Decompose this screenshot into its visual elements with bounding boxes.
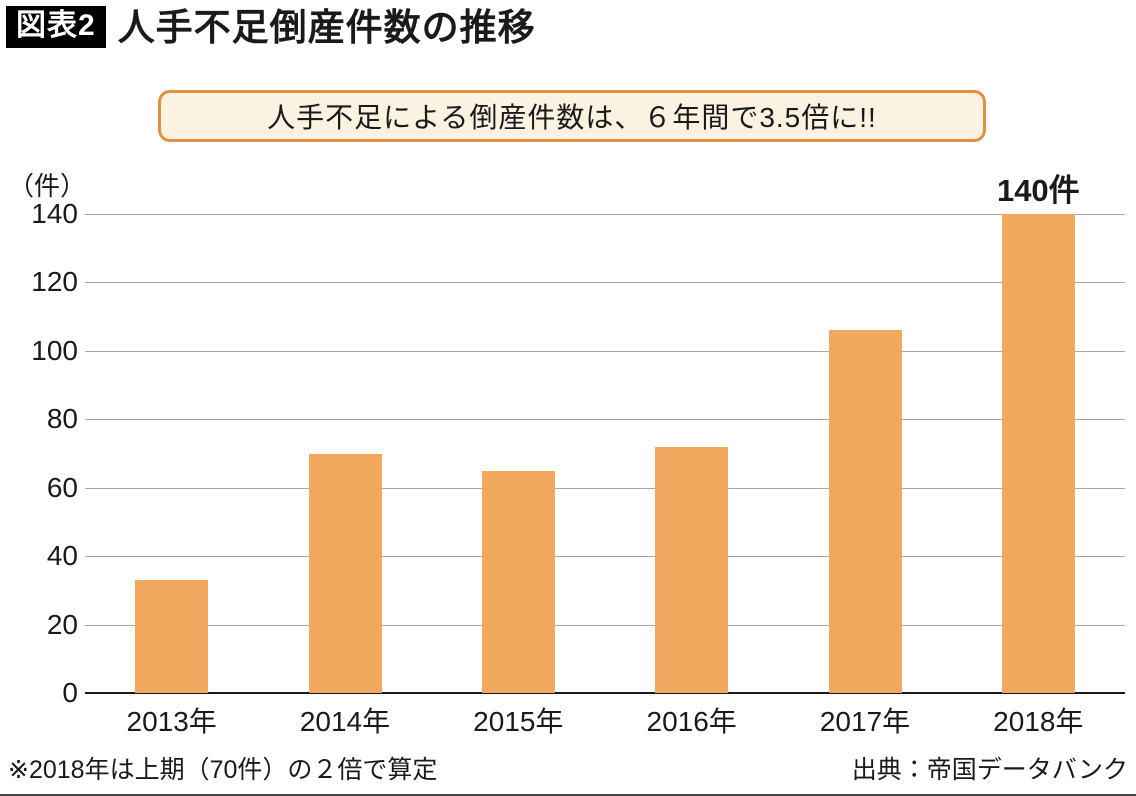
x-tick-label: 2015年 bbox=[473, 706, 564, 737]
y-tick-label: 60 bbox=[46, 471, 78, 503]
gridline bbox=[85, 282, 1125, 284]
bar-2013年 bbox=[135, 580, 209, 693]
y-tick-label: 20 bbox=[46, 608, 78, 640]
y-tick-label: 80 bbox=[46, 403, 78, 435]
footnote: ※2018年は上期（70件）の２倍で算定 bbox=[8, 756, 438, 784]
source-credit: 出典：帝国データバンク bbox=[851, 756, 1128, 784]
y-tick-label: 120 bbox=[31, 266, 78, 298]
x-tick-label: 2017年 bbox=[819, 706, 911, 737]
x-tick-label: 2016年 bbox=[646, 706, 737, 737]
callout-banner: 人手不足による倒産件数は、６年間で3.5倍に!! bbox=[158, 90, 986, 142]
bottom-border bbox=[0, 794, 1136, 796]
figure-footer: ※2018年は上期（70件）の２倍で算定 出典：帝国データバンク bbox=[8, 750, 1128, 786]
gridline bbox=[85, 487, 1125, 489]
y-tick-label: 0 bbox=[62, 677, 78, 708]
gridline bbox=[85, 624, 1125, 626]
y-axis-unit-label: （件） bbox=[8, 171, 87, 201]
figure-badge: 図表2 bbox=[6, 6, 106, 48]
x-tick-label: 2013年 bbox=[126, 706, 217, 737]
y-tick-label: 40 bbox=[46, 540, 78, 572]
gridline bbox=[85, 214, 1125, 215]
bar-2018年 bbox=[1001, 214, 1075, 693]
bar-value-label: 140件 bbox=[996, 173, 1080, 208]
callout-text: 人手不足による倒産件数は、６年間で3.5倍に!! bbox=[267, 102, 877, 133]
figure-header: 図表2 人手不足倒産件数の推移 bbox=[6, 6, 536, 48]
gridline bbox=[85, 419, 1125, 421]
bar-2015年 bbox=[481, 470, 555, 693]
bar-2016年 bbox=[655, 446, 729, 693]
gridline bbox=[85, 556, 1125, 558]
figure-title: 人手不足倒産件数の推移 bbox=[117, 6, 536, 48]
bar-2014年 bbox=[308, 453, 382, 693]
x-tick-label: 2018年 bbox=[993, 706, 1084, 737]
y-tick-label: 140 bbox=[31, 198, 78, 229]
plot-area: 140件 bbox=[85, 175, 1125, 694]
x-axis-line bbox=[85, 692, 1125, 694]
x-tick-label: 2014年 bbox=[299, 706, 391, 737]
bar-2017年 bbox=[828, 330, 902, 693]
y-tick-label: 100 bbox=[31, 334, 78, 366]
gridline bbox=[85, 350, 1125, 352]
